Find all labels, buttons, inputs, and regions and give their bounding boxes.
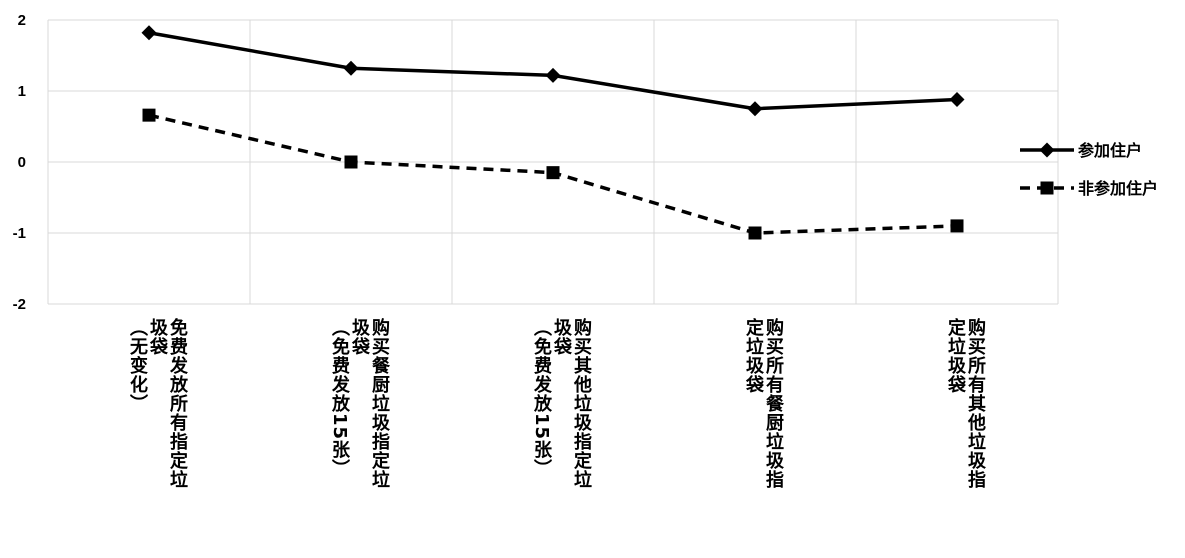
series-2: [142, 108, 964, 240]
legend-item: 参加住户: [1020, 141, 1142, 160]
legend-label: 非参加住户: [1078, 179, 1158, 198]
data-point: [747, 101, 763, 117]
x-category-label-line: 购买所有其他垃圾指: [965, 318, 986, 489]
x-category-label-line: 圾袋: [551, 318, 572, 356]
legend-label: 参加住户: [1078, 141, 1142, 160]
y-tick-label: 2: [18, 12, 26, 29]
x-category-label-line: 购买餐厨垃圾指定垃: [369, 318, 390, 489]
y-tick-label: -1: [13, 225, 26, 242]
data-point: [545, 67, 561, 83]
x-category-label-line: 购买所有餐厨垃圾指: [763, 318, 784, 489]
x-category-label: 购买其他垃圾指定垃 圾袋 （免费发放15张）: [511, 318, 611, 558]
data-point: [142, 108, 156, 122]
data-point: [141, 25, 157, 41]
data-point: [343, 60, 359, 76]
gridlines: [47, 19, 1059, 305]
y-tick-label: 1: [18, 83, 26, 100]
x-category-label-line: 免费发放所有指定垃: [167, 318, 188, 489]
data-point: [546, 166, 560, 180]
x-category-label-line: 定垃圾袋: [945, 318, 966, 394]
y-tick-label: -2: [13, 296, 26, 313]
x-category-label: 购买所有其他垃圾指 定垃圾袋: [915, 318, 1015, 558]
data-point: [950, 219, 964, 233]
x-category-label-line: 圾袋: [349, 318, 370, 356]
legend-marker: [1039, 142, 1055, 158]
legend-item: 非参加住户: [1020, 179, 1158, 198]
x-category-label-line: （免费发放15张）: [329, 318, 350, 479]
y-axis-ticks: 2 1 0 -1 -2: [13, 12, 26, 313]
x-category-label: 购买餐厨垃圾指定垃 圾袋 （免费发放15张）: [309, 318, 409, 558]
x-category-label: 购买所有餐厨垃圾指 定垃圾袋: [713, 318, 813, 558]
series-layer: [141, 25, 965, 240]
x-category-label-line: 圾袋: [147, 318, 168, 356]
x-category-label-line: （免费发放15张）: [531, 318, 552, 479]
x-category-label: 免费发放所有指定垃 圾袋 （无变化）: [107, 318, 207, 558]
data-point: [748, 226, 762, 240]
series-1: [141, 25, 965, 117]
data-point: [949, 92, 965, 108]
x-category-label-line: 购买其他垃圾指定垃: [571, 318, 592, 489]
x-category-label-line: （无变化）: [127, 318, 148, 413]
legend-marker: [1040, 181, 1054, 195]
x-category-label-line: 定垃圾袋: [743, 318, 764, 394]
y-tick-label: 0: [18, 154, 26, 171]
data-point: [344, 155, 358, 169]
